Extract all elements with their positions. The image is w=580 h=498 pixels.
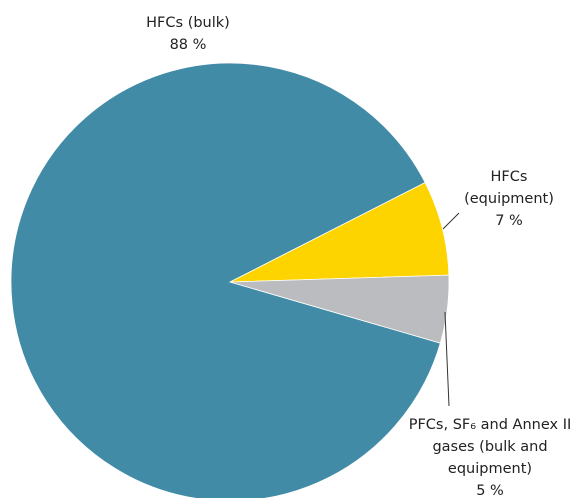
category-label: HFCs (bulk) [146, 15, 230, 31]
pie-slice [10, 62, 441, 498]
value-label: 5 % [476, 483, 504, 498]
category-label: HFCs (equipment) [464, 169, 554, 207]
slice-label: PFCs, SF₆ and Annex II gases (bulk and e… [404, 414, 576, 498]
leader-line [442, 212, 460, 230]
value-label: 88 % [169, 37, 207, 53]
category-label: PFCs, SF₆ and Annex II gases (bulk and e… [408, 417, 572, 477]
pie-slice [229, 274, 450, 344]
value-label: 7 % [495, 213, 523, 229]
slice-label: HFCs (equipment) 7 % [449, 166, 569, 232]
slice-label: HFCs (bulk) 88 % [108, 12, 268, 56]
leader-line [444, 311, 450, 407]
